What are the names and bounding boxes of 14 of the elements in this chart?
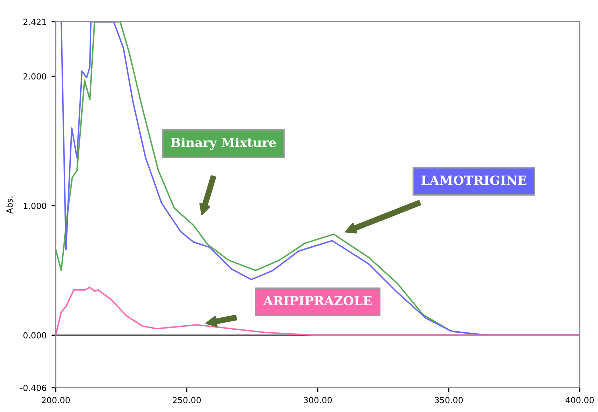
text: LAMOTRIGINE <box>422 176 527 186</box>
x-tick-label: 250.00 <box>173 397 202 404</box>
text: ARIPIPRAZOLE <box>263 296 372 306</box>
y-tick-label: -0.406 <box>20 384 46 392</box>
series-label: Binary Mixture <box>171 138 276 150</box>
x-tick-label: 300.00 <box>304 397 332 404</box>
x-tick-label: 400.00 <box>566 397 594 404</box>
y-tick-label: 2.421 <box>24 18 46 26</box>
x-tick-label: 350.00 <box>435 397 464 404</box>
y-tick-label: 0.000 <box>24 332 46 339</box>
y-axis-title: Abs. <box>6 196 13 214</box>
y-tick-label: 2.000 <box>24 73 46 80</box>
x-tick-label: 200.00 <box>42 397 70 404</box>
y-tick-label: 1.000 <box>24 202 46 210</box>
